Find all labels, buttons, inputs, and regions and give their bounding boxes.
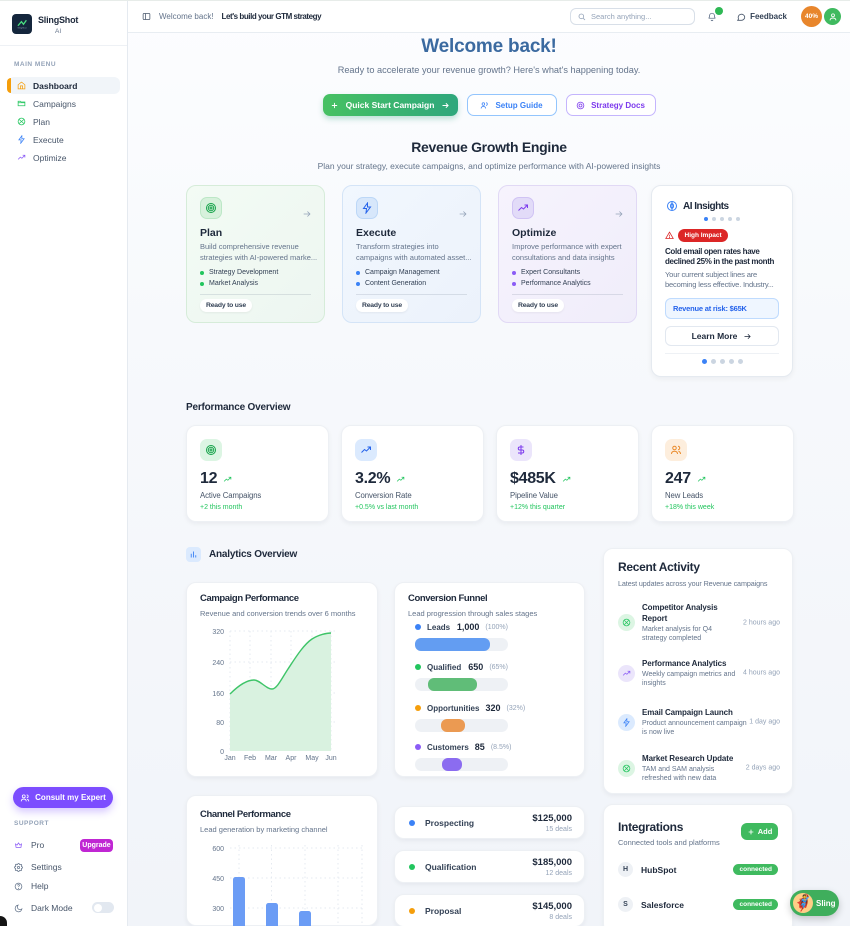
svg-text:240: 240 [212,660,224,667]
svg-text:Jan: Jan [224,755,235,762]
svg-text:300: 300 [212,906,224,913]
svg-text:Feb: Feb [244,755,256,762]
svg-text:Apr: Apr [286,755,298,762]
svg-text:80: 80 [216,720,224,727]
svg-text:Mar: Mar [265,755,278,762]
svg-text:May: May [305,755,319,762]
svg-text:160: 160 [212,691,224,698]
svg-text:SlingShot: SlingShot [18,27,27,30]
svg-text:600: 600 [212,846,224,853]
svg-text:320: 320 [212,629,224,636]
svg-text:0: 0 [220,749,224,756]
svg-text:450: 450 [212,876,224,883]
svg-text:Jun: Jun [325,755,336,762]
